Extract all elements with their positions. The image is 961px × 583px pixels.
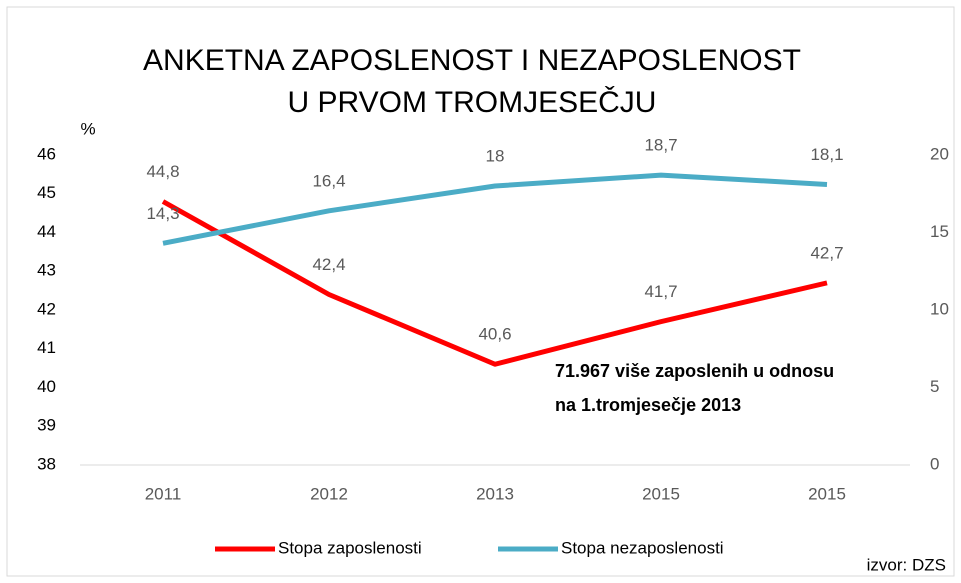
- annotation: 71.967 više zaposlenih u odnosu: [555, 361, 834, 381]
- x-tick-label: 2013: [476, 484, 514, 503]
- y2-tick-label: 10: [930, 299, 949, 318]
- y2-tick-label: 5: [930, 377, 939, 396]
- y-tick-label: 42: [37, 299, 56, 318]
- y-tick-label: 39: [37, 416, 56, 435]
- y-tick-label: 44: [37, 222, 56, 241]
- chart-title: ANKETNA ZAPOSLENOST I NEZAPOSLENOST: [143, 44, 801, 77]
- y-tick-label: 40: [37, 377, 56, 396]
- annotation: na 1.tromjesečje 2013: [555, 395, 741, 415]
- data-label: 18: [486, 146, 505, 165]
- chart-title: U PRVOM TROMJESEČJU: [288, 85, 657, 119]
- data-label: 42,4: [312, 255, 345, 274]
- source: izvor: DZS: [867, 555, 946, 574]
- y-tick-label: 46: [37, 144, 56, 163]
- data-label: 18,1: [810, 145, 843, 164]
- y-axis-label: %: [80, 119, 95, 138]
- series-line: [161, 199, 828, 367]
- x-tick-label: 2015: [808, 484, 846, 503]
- data-label: 18,7: [644, 136, 677, 155]
- data-label: 16,4: [312, 171, 345, 190]
- y-tick-label: 45: [37, 183, 56, 202]
- y2-tick-label: 0: [930, 454, 939, 473]
- y-tick-label: 43: [37, 261, 56, 280]
- series-line: [162, 172, 828, 246]
- y-tick-label: 38: [37, 454, 56, 473]
- legend-label: Stopa zaposlenosti: [278, 538, 422, 557]
- data-label: 41,7: [644, 282, 677, 301]
- data-label: 44,8: [146, 162, 179, 181]
- x-tick-label: 2015: [642, 484, 680, 503]
- x-tick-label: 2012: [310, 484, 348, 503]
- y2-tick-label: 20: [930, 144, 949, 163]
- y2-tick-label: 15: [930, 222, 949, 241]
- data-label: 40,6: [478, 325, 511, 344]
- x-tick-label: 2011: [145, 484, 182, 503]
- data-label: 42,7: [810, 243, 843, 262]
- y-tick-label: 41: [37, 338, 56, 357]
- legend-label: Stopa nezaposlenosti: [561, 538, 724, 557]
- data-label: 14,3: [146, 204, 179, 223]
